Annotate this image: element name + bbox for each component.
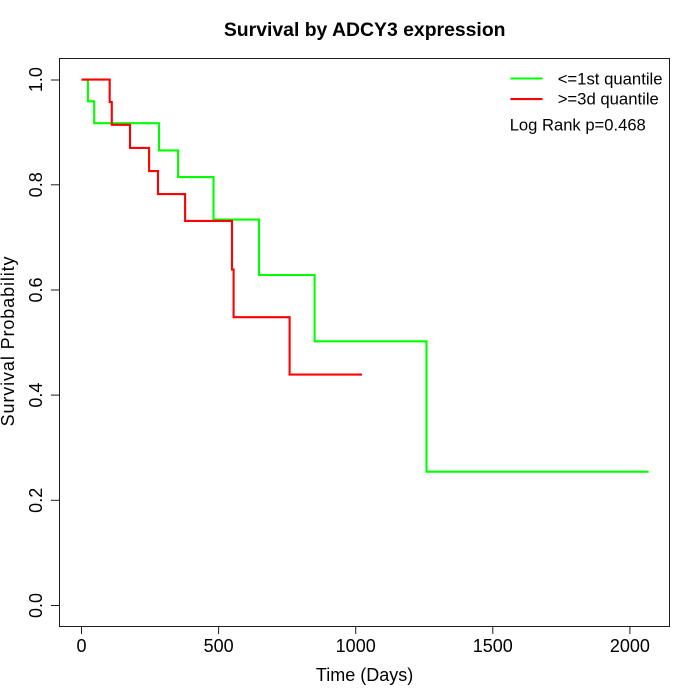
svg-text:>=3d quantile: >=3d quantile bbox=[558, 89, 659, 108]
svg-text:0.6: 0.6 bbox=[26, 277, 46, 302]
svg-text:0.2: 0.2 bbox=[26, 488, 46, 513]
svg-text:1500: 1500 bbox=[473, 636, 513, 656]
svg-text:Survival Probability: Survival Probability bbox=[0, 256, 18, 427]
svg-text:Log Rank p=0.468: Log Rank p=0.468 bbox=[510, 116, 646, 135]
svg-text:Time (Days): Time (Days) bbox=[316, 665, 413, 685]
svg-text:1000: 1000 bbox=[336, 636, 376, 656]
svg-text:2000: 2000 bbox=[610, 636, 650, 656]
svg-text:0: 0 bbox=[76, 636, 86, 656]
svg-text:Survival by ADCY3 expression: Survival by ADCY3 expression bbox=[224, 19, 506, 41]
svg-text:1.0: 1.0 bbox=[26, 67, 46, 92]
svg-text:0.4: 0.4 bbox=[26, 383, 46, 408]
svg-text:0.0: 0.0 bbox=[26, 593, 46, 618]
svg-text:<=1st quantile: <=1st quantile bbox=[558, 70, 663, 89]
svg-text:0.8: 0.8 bbox=[26, 172, 46, 197]
svg-text:500: 500 bbox=[204, 636, 234, 656]
